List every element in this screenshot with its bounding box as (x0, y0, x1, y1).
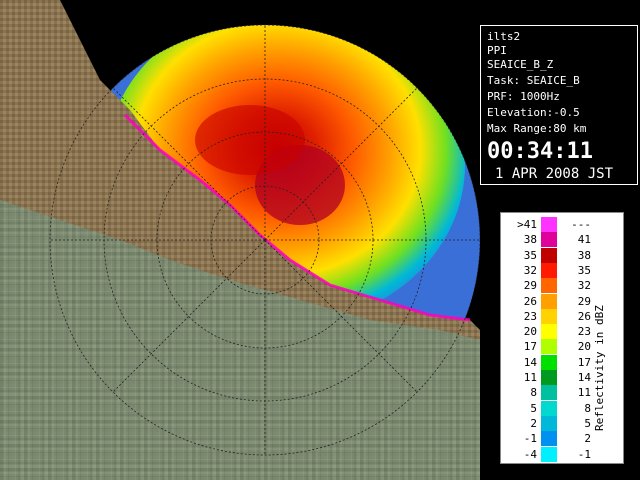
legend-color-swatch (541, 339, 557, 355)
legend-min-value: 32 (523, 263, 537, 277)
scan-date: 1 APR 2008 JST (495, 166, 614, 182)
legend-min-value: 14 (523, 355, 537, 369)
legend-color-swatch (541, 370, 557, 385)
legend-color-swatch (541, 308, 557, 324)
legend-row: 17 20 (501, 339, 601, 355)
legend-row: 11 14 (501, 370, 601, 386)
legend-title: Reflectivity in dBZ (593, 305, 606, 431)
legend-max-value: 29 (577, 294, 591, 308)
legend-max-value: 41 (577, 233, 591, 247)
reflectivity-legend: >41 --- 38 41 35 38 32 35 29 32 26 29 23 26 20 23 17 20 14… (500, 212, 624, 464)
elevation-value: Elevation:-0.5 (487, 106, 580, 119)
legend-min-value: -1 (523, 432, 537, 446)
legend-max-value: 20 (577, 340, 591, 354)
legend-color-swatch (541, 278, 557, 294)
legend-min-value: 8 (530, 386, 537, 400)
scan-time: 00:34:11 (487, 139, 593, 164)
legend-min-value: -4 (523, 447, 537, 461)
legend-color-swatch (541, 446, 557, 462)
task-name: Task: SEAICE_B (487, 74, 580, 87)
legend-min-value: 2 (530, 416, 537, 430)
legend-row: -1 2 (501, 431, 601, 447)
legend-row: 32 35 (501, 262, 601, 279)
legend-min-value: 17 (523, 340, 537, 354)
legend-min-value: 11 (523, 371, 537, 384)
station-name: ilts2 (487, 30, 521, 43)
legend-max-value: 2 (584, 432, 591, 446)
legend-max-value: --- (571, 218, 591, 231)
legend-row: 38 41 (501, 232, 601, 248)
legend-color-swatch (541, 354, 557, 370)
legend-max-value: -1 (577, 447, 591, 461)
max-range-value: Max Range:80 km (487, 122, 587, 135)
legend-max-value: 8 (584, 401, 591, 415)
legend-min-value: 20 (523, 325, 537, 339)
legend-max-value: 26 (577, 309, 591, 323)
legend-max-value: 32 (577, 279, 591, 293)
legend-max-value: 5 (584, 416, 591, 430)
legend-row: 29 32 (501, 278, 601, 294)
legend-color-swatch (541, 400, 557, 416)
legend-color-swatch (541, 217, 557, 232)
legend-max-value: 23 (577, 325, 591, 339)
coastal-echo (0, 200, 480, 480)
legend-max-value: 14 (577, 371, 591, 384)
product-name: SEAICE_B_Z (487, 58, 554, 71)
legend-min-value: 35 (523, 248, 537, 262)
legend-color-swatch (541, 247, 557, 263)
legend-max-value: 17 (577, 355, 591, 369)
legend-max-value: 35 (577, 263, 591, 277)
legend-row: 8 11 (501, 385, 601, 401)
legend-min-value: >41 (517, 218, 537, 231)
radar-ppi-display (0, 0, 480, 480)
legend-row: >41 --- (501, 217, 601, 233)
legend-color-swatch (541, 324, 557, 340)
legend-min-value: 38 (523, 233, 537, 247)
legend-color-swatch (541, 293, 557, 309)
radar-info-panel: ilts2 PPI SEAICE_B_Z Task: SEAICE_B PRF:… (480, 25, 638, 185)
legend-color-swatch (541, 262, 557, 278)
legend-min-value: 5 (530, 401, 537, 415)
scan-mode: PPI (487, 44, 507, 57)
legend-color-swatch (541, 431, 557, 447)
legend-min-value: 29 (523, 279, 537, 293)
legend-row: 23 26 (501, 308, 601, 325)
legend-color-swatch (541, 415, 557, 431)
legend-min-value: 23 (523, 309, 537, 323)
legend-row: 20 23 (501, 324, 601, 340)
legend-max-value: 38 (577, 248, 591, 262)
legend-row: -4 -1 (501, 446, 601, 463)
legend-max-value: 11 (577, 386, 591, 400)
legend-min-value: 26 (523, 294, 537, 308)
prf-value: PRF: 1000Hz (487, 90, 560, 103)
legend-row: 26 29 (501, 293, 601, 310)
legend-row: 35 38 (501, 247, 601, 264)
legend-color-swatch (541, 232, 557, 248)
coast-strip (123, 113, 471, 322)
legend-color-swatch (541, 385, 557, 401)
legend-row: 14 17 (501, 354, 601, 371)
